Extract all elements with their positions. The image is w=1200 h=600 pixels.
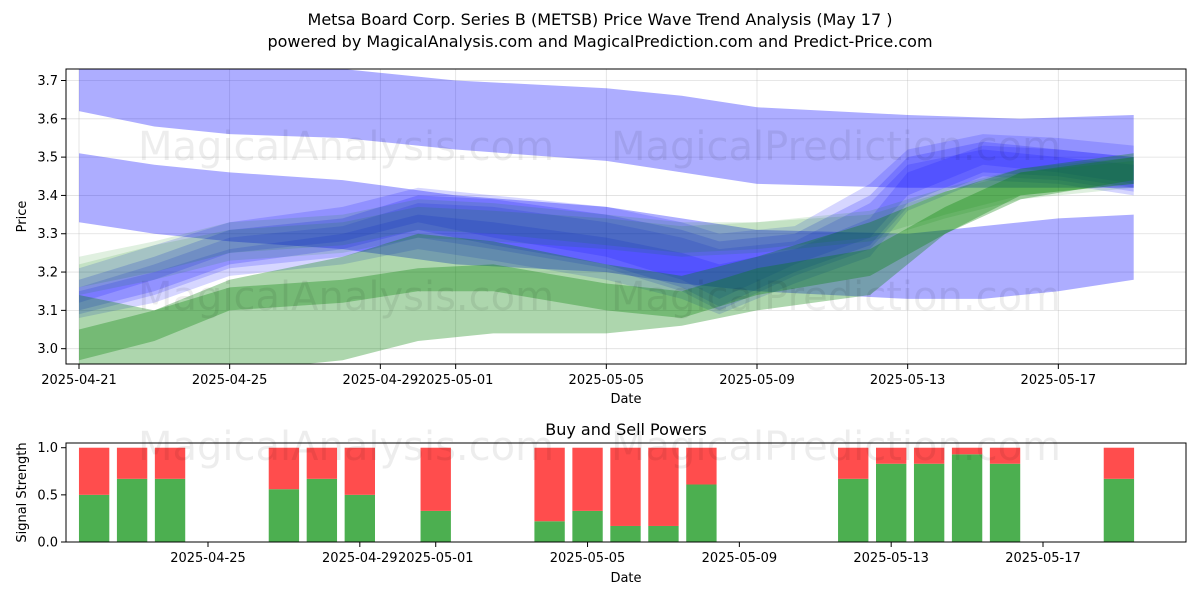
x-axis-label: Date bbox=[610, 392, 641, 407]
sell-bar bbox=[116, 447, 148, 479]
price-axes: 2025-04-21 2025-04-25 2025-04-29 2025-05-01… bbox=[15, 68, 1187, 407]
watermark-text: MagicalAnalysis.com bbox=[138, 124, 554, 170]
price-plot-frame bbox=[65, 68, 1187, 365]
x-tick-label: 2025-04-21 bbox=[41, 373, 117, 388]
x-tick-label: 2025-05-01 bbox=[418, 373, 494, 388]
buy-bar bbox=[610, 525, 641, 542]
watermark-text: MagicalPrediction.com bbox=[611, 124, 1061, 170]
band-layer bbox=[79, 69, 1134, 364]
blue-wave-band bbox=[79, 149, 1134, 315]
buy-bar bbox=[306, 478, 338, 542]
blue-wave-band bbox=[79, 145, 1134, 318]
buy-bar bbox=[838, 478, 869, 542]
watermark-text: MagicalAnalysis.com bbox=[138, 424, 554, 470]
blue-wave-band bbox=[79, 141, 1134, 311]
buy-bar bbox=[951, 454, 983, 542]
y-tick-label: 0.0 bbox=[37, 536, 58, 551]
x-tick-label: 2025-05-13 bbox=[853, 551, 929, 566]
y-axis-label: Price bbox=[15, 201, 30, 233]
x-tick-label: 2025-05-09 bbox=[702, 551, 778, 566]
green-wave-band bbox=[79, 160, 1134, 295]
buy-bar bbox=[648, 525, 679, 542]
x-tick-label: 2025-05-05 bbox=[550, 551, 626, 566]
power-chart-title: Buy and Sell Powers bbox=[545, 420, 707, 439]
x-tick-label: 2025-05-13 bbox=[870, 373, 946, 388]
watermark-text: MagicalPrediction.com bbox=[611, 274, 1061, 320]
watermark-text: MagicalAnalysis.com bbox=[138, 274, 554, 320]
x-tick-label: 2025-04-29 bbox=[343, 373, 419, 388]
chart-subtitle: powered by MagicalAnalysis.com and Magic… bbox=[267, 32, 933, 51]
green-wave-band bbox=[79, 157, 1134, 361]
buy-bar bbox=[344, 494, 375, 542]
y-tick-label: 0.5 bbox=[37, 488, 58, 503]
y-tick-label: 3.1 bbox=[37, 304, 58, 319]
sell-bar bbox=[572, 447, 603, 511]
price-grid bbox=[66, 69, 1186, 364]
x-tick-label: 2025-05-01 bbox=[398, 551, 474, 566]
power-plot-frame bbox=[65, 442, 1187, 543]
power-bars bbox=[78, 447, 1135, 542]
sell-bar bbox=[610, 447, 641, 526]
y-tick-label: 3.4 bbox=[37, 189, 58, 204]
buy-bar bbox=[116, 478, 148, 542]
buy-bar bbox=[989, 463, 1021, 542]
y-tick-label: 3.0 bbox=[37, 342, 58, 357]
buy-bar bbox=[686, 484, 717, 542]
buy-bar bbox=[420, 510, 451, 542]
y-tick-label: 3.2 bbox=[37, 266, 58, 281]
buy-bar bbox=[913, 463, 945, 542]
power-axes: 2025-04-25 2025-04-29 2025-05-01 2025-05-05… bbox=[15, 420, 1187, 586]
sell-bar bbox=[154, 447, 186, 479]
sell-bar bbox=[344, 447, 375, 495]
y-tick-label: 1.0 bbox=[37, 441, 58, 456]
buy-bar bbox=[154, 478, 186, 542]
sell-bar bbox=[268, 447, 300, 490]
green-wave-band bbox=[79, 157, 1134, 288]
buy-bar bbox=[78, 494, 110, 542]
y-tick-label: 3.6 bbox=[37, 112, 58, 127]
y-tick-label: 3.3 bbox=[37, 227, 58, 242]
sell-bar bbox=[648, 447, 679, 526]
sell-bar bbox=[306, 447, 338, 479]
sell-bar bbox=[876, 447, 907, 464]
x-axis-label: Date bbox=[610, 571, 641, 586]
x-tick-label: 2025-05-17 bbox=[1005, 551, 1081, 566]
watermarks: MagicalAnalysis.com MagicalPrediction.com… bbox=[138, 124, 1061, 470]
x-tick-label: 2025-05-09 bbox=[719, 373, 795, 388]
sell-bar bbox=[78, 447, 110, 495]
sell-bar bbox=[989, 447, 1021, 464]
x-tick-label: 2025-04-29 bbox=[322, 551, 398, 566]
sell-bar bbox=[913, 447, 945, 464]
green-wave-band bbox=[79, 153, 1134, 364]
buy-bar bbox=[876, 463, 907, 542]
buy-bar bbox=[572, 510, 603, 542]
x-tick-label: 2025-04-25 bbox=[170, 551, 246, 566]
sell-bar bbox=[838, 447, 869, 479]
watermark-text: MagicalPrediction.com bbox=[611, 424, 1061, 470]
sell-bar bbox=[534, 447, 565, 522]
sell-bar bbox=[686, 447, 717, 485]
y-tick-label: 3.7 bbox=[37, 74, 58, 89]
y-tick-label: 3.5 bbox=[37, 151, 58, 166]
chart-title: Metsa Board Corp. Series B (METSB) Price… bbox=[307, 10, 893, 29]
blue-wave-band bbox=[79, 153, 1134, 299]
buy-bar bbox=[1103, 478, 1135, 542]
buy-bar bbox=[268, 489, 300, 542]
sell-bar bbox=[951, 447, 983, 455]
x-tick-label: 2025-05-05 bbox=[569, 373, 645, 388]
blue-wave-band bbox=[79, 69, 1134, 188]
x-tick-label: 2025-05-17 bbox=[1021, 373, 1097, 388]
sell-bar bbox=[1103, 447, 1135, 479]
wave-bands bbox=[79, 69, 1134, 364]
x-tick-label: 2025-04-25 bbox=[192, 373, 268, 388]
blue-wave-band bbox=[79, 134, 1134, 303]
sell-bar bbox=[420, 447, 451, 511]
y-axis-label: Signal Strength bbox=[15, 442, 30, 542]
buy-bar bbox=[534, 521, 565, 542]
